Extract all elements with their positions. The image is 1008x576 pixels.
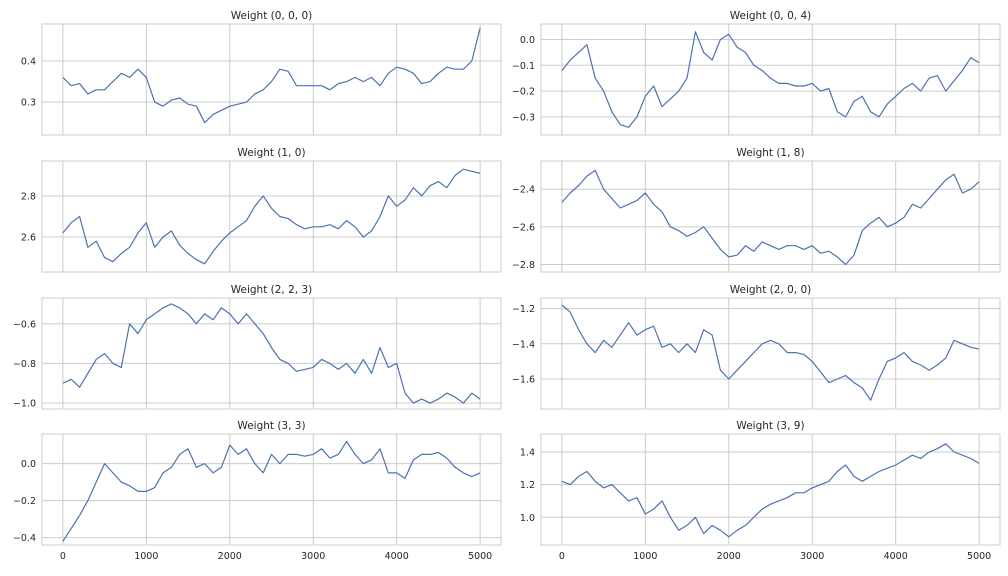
plot-area bbox=[41, 297, 502, 410]
y-tick-label: −0.4 bbox=[13, 533, 36, 544]
x-tick-label: 2000 bbox=[218, 551, 242, 562]
y-tick-label: 2.6 bbox=[21, 233, 36, 244]
plot-area bbox=[540, 23, 1001, 136]
subplot-1: −0.3 −0.2 −0.1 0.0 Weight (0, 0, 4) bbox=[512, 10, 1001, 136]
y-tick-label: −0.2 bbox=[13, 496, 36, 507]
x-tick-label: 1000 bbox=[633, 551, 657, 562]
y-tick-label: 1.0 bbox=[520, 513, 535, 524]
y-tick-label: −0.6 bbox=[13, 319, 36, 330]
subplot-title: Weight (1, 0) bbox=[237, 147, 305, 159]
subplot-6: −0.4 −0.2 0.0 0 1000 2000 3000 4000 5000 Weight (… bbox=[13, 420, 502, 562]
subplot-title: Weight (0, 0, 4) bbox=[730, 10, 812, 22]
y-tick-label: 1.2 bbox=[520, 480, 535, 491]
subplot-7: 1.0 1.2 1.4 0 1000 2000 3000 4000 5000 Weight (3,… bbox=[520, 420, 1001, 562]
subplot-0: 0.3 0.4 Weight (0, 0, 0) bbox=[21, 10, 502, 136]
y-tick-label: −0.1 bbox=[512, 61, 535, 72]
subplot-4: −1.0 −0.8 −0.6 Weight (2, 2, 3) bbox=[13, 284, 502, 410]
y-tick-label: −2.8 bbox=[512, 260, 535, 271]
y-tick-label: 2.8 bbox=[21, 191, 36, 202]
subplot-title: Weight (3, 9) bbox=[736, 420, 804, 432]
subplot-title: Weight (2, 0, 0) bbox=[730, 284, 812, 296]
subplot-title: Weight (0, 0, 0) bbox=[231, 10, 313, 22]
subplot-title: Weight (1, 8) bbox=[736, 147, 804, 159]
y-tick-label: 0.3 bbox=[21, 98, 36, 109]
y-tick-label: −1.2 bbox=[512, 304, 535, 315]
x-tick-label: 3000 bbox=[800, 551, 824, 562]
x-tick-label: 4000 bbox=[385, 551, 409, 562]
plot-area bbox=[41, 160, 502, 273]
x-tick-label: 1000 bbox=[134, 551, 158, 562]
series-line bbox=[62, 27, 481, 124]
y-tick-label: −0.3 bbox=[512, 112, 535, 123]
series-line bbox=[561, 443, 980, 538]
series-line bbox=[62, 303, 481, 404]
x-tick-label: 4000 bbox=[884, 551, 908, 562]
y-tick-label: −1.0 bbox=[13, 399, 36, 410]
series-line bbox=[62, 440, 481, 542]
series-line bbox=[561, 169, 980, 266]
y-tick-label: 0.0 bbox=[21, 459, 36, 470]
subplot-5: −1.6 −1.4 −1.2 Weight (2, 0, 0) bbox=[512, 284, 1001, 410]
series-line bbox=[561, 304, 980, 401]
subplot-3: −2.8 −2.6 −2.4 Weight (1, 8) bbox=[512, 147, 1001, 273]
y-tick-label: −1.4 bbox=[512, 339, 535, 350]
x-tick-label: 3000 bbox=[301, 551, 325, 562]
subplot-title: Weight (3, 3) bbox=[237, 420, 305, 432]
x-tick-label: 2000 bbox=[717, 551, 741, 562]
subplot-2: 2.6 2.8 Weight (1, 0) bbox=[21, 147, 502, 273]
series-line bbox=[561, 31, 980, 128]
series-line bbox=[62, 168, 481, 265]
x-tick-label: 5000 bbox=[967, 551, 991, 562]
plot-area bbox=[41, 433, 502, 546]
y-tick-label: 0.4 bbox=[21, 57, 36, 68]
y-tick-label: 1.4 bbox=[520, 447, 535, 458]
plot-area bbox=[540, 297, 1001, 410]
y-tick-label: −2.6 bbox=[512, 222, 535, 233]
x-tick-label: 0 bbox=[559, 551, 565, 562]
y-tick-label: −1.6 bbox=[512, 375, 535, 386]
y-tick-label: 0.0 bbox=[520, 35, 535, 46]
x-tick-label: 5000 bbox=[468, 551, 492, 562]
plot-area bbox=[41, 23, 502, 136]
y-tick-label: −0.2 bbox=[512, 87, 535, 98]
y-tick-label: −2.4 bbox=[512, 185, 535, 196]
subplot-title: Weight (2, 2, 3) bbox=[231, 284, 313, 296]
plot-area bbox=[540, 160, 1001, 273]
x-tick-label: 0 bbox=[60, 551, 66, 562]
y-tick-label: −0.8 bbox=[13, 359, 36, 370]
